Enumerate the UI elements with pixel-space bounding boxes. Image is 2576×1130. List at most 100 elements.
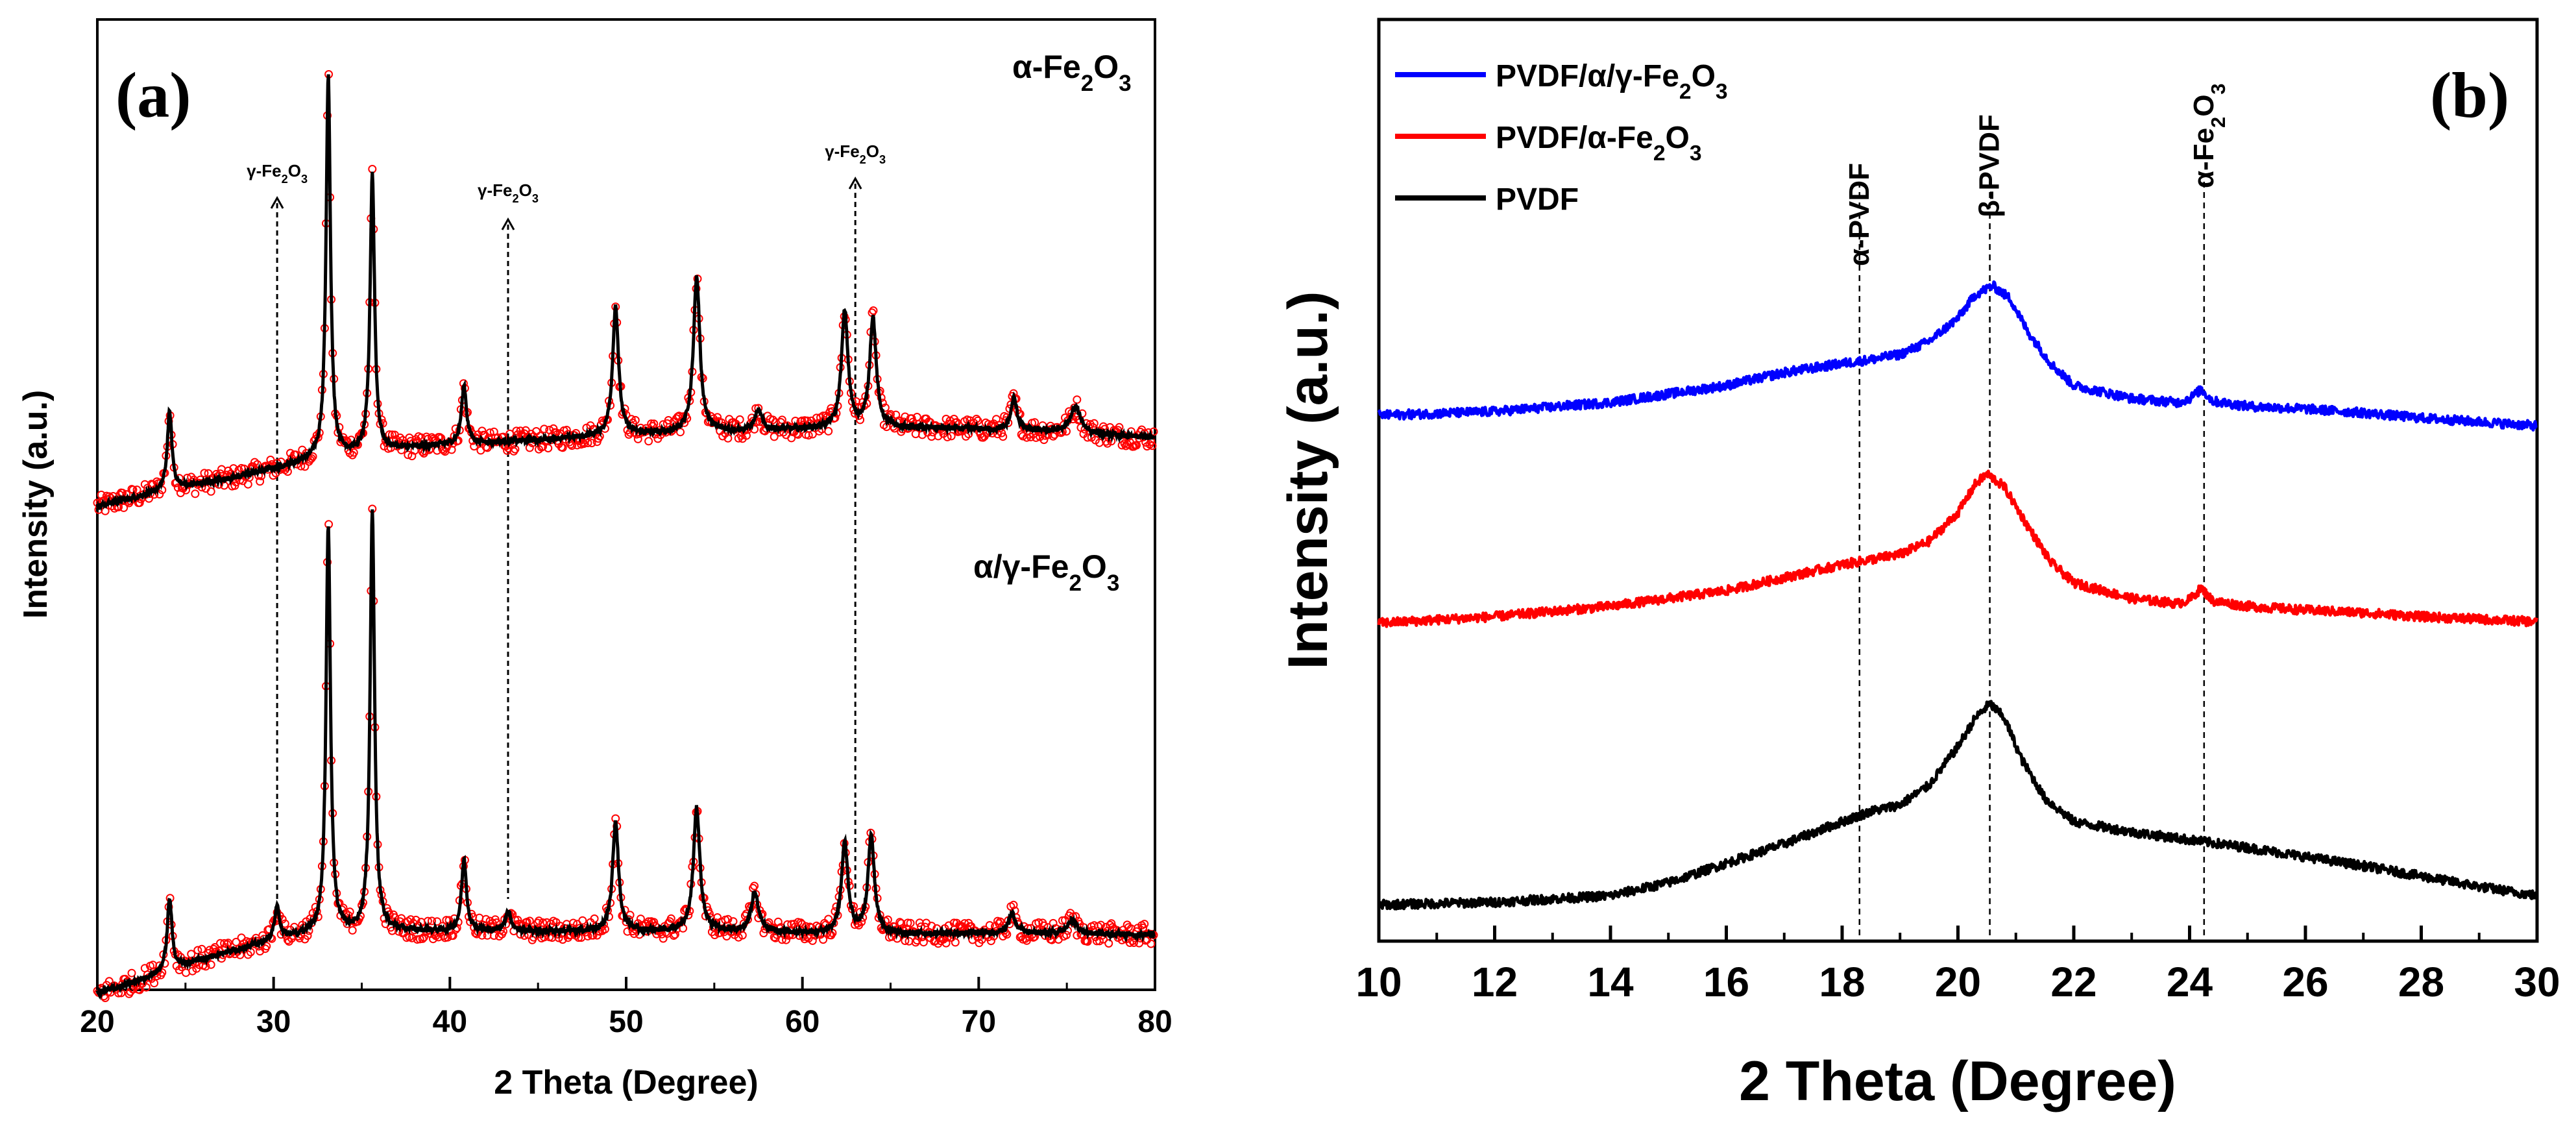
data-point bbox=[569, 918, 577, 927]
x-tick-label: 50 bbox=[609, 1005, 643, 1039]
data-point bbox=[1147, 939, 1156, 948]
data-point bbox=[303, 931, 312, 940]
data-point bbox=[191, 489, 200, 498]
data-point bbox=[489, 427, 498, 436]
data-point bbox=[444, 916, 454, 925]
fit-line bbox=[95, 509, 1156, 1001]
data-point bbox=[770, 432, 779, 441]
data-point bbox=[856, 415, 865, 424]
panel-a-annotations: γ-Fe2O3 γ-Fe2O3 γ-Fe2O3 bbox=[247, 141, 886, 899]
panel-b-label: (b) bbox=[2430, 59, 2509, 131]
panel-a-series-alpha bbox=[93, 70, 1158, 515]
panel-b-chart: α-PVDF β-PVDF α-Fe2O3 10 12 14 16 18 20 22 24 26 28… bbox=[1277, 18, 2560, 1112]
data-point bbox=[1002, 930, 1012, 939]
data-point bbox=[742, 431, 751, 440]
series-line-pvdf bbox=[1377, 700, 2538, 911]
x-tick-label: 10 bbox=[1355, 959, 1402, 1005]
data-point bbox=[158, 968, 167, 977]
data-point bbox=[1148, 441, 1157, 450]
x-tick-label: 24 bbox=[2167, 959, 2213, 1005]
data-point bbox=[919, 938, 928, 947]
data-point bbox=[442, 916, 451, 925]
data-point bbox=[644, 437, 653, 446]
data-point bbox=[511, 445, 520, 454]
data-point bbox=[470, 442, 479, 451]
data-point bbox=[869, 306, 878, 315]
panel-b-series bbox=[1377, 280, 2538, 911]
data-point bbox=[962, 432, 971, 441]
annotation-arrow bbox=[270, 195, 284, 209]
x-tick-label: 30 bbox=[256, 1005, 291, 1039]
x-tick-label: 22 bbox=[2050, 959, 2096, 1005]
data-point bbox=[283, 935, 292, 944]
data-point bbox=[1132, 441, 1141, 450]
series-line-pvdf-alpha-gamma bbox=[1377, 280, 2538, 432]
reference-line-label: β-PVDF bbox=[1974, 114, 2006, 217]
data-point bbox=[723, 434, 733, 443]
data-point bbox=[1073, 931, 1082, 940]
annotation-label: γ-Fe2O3 bbox=[825, 141, 886, 166]
panel-a-label: (a) bbox=[115, 59, 191, 131]
data-point bbox=[650, 918, 659, 927]
data-point bbox=[883, 915, 892, 924]
data-point bbox=[723, 915, 733, 924]
data-point bbox=[217, 465, 226, 474]
data-point bbox=[587, 439, 596, 448]
data-point bbox=[973, 416, 982, 425]
data-point bbox=[127, 968, 136, 977]
x-tick-label: 26 bbox=[2282, 959, 2328, 1005]
observed-points bbox=[93, 70, 1158, 515]
data-point bbox=[996, 917, 1005, 926]
data-point bbox=[283, 467, 292, 476]
data-point bbox=[713, 413, 722, 422]
data-point bbox=[951, 938, 960, 947]
data-point bbox=[150, 979, 159, 988]
data-point bbox=[193, 946, 202, 955]
data-point bbox=[1104, 939, 1113, 948]
series-label-alpha: α-Fe2O3 bbox=[1012, 49, 1132, 96]
data-point bbox=[1097, 920, 1105, 929]
reference-line-label: α-Fe2O3 bbox=[2188, 83, 2230, 188]
x-tick-label: 80 bbox=[1137, 1005, 1172, 1039]
panel-a-series-alpha-gamma bbox=[93, 504, 1158, 1002]
data-point bbox=[197, 944, 206, 953]
data-point bbox=[711, 931, 719, 939]
panel-b-plot-frame bbox=[1377, 18, 2539, 943]
panel-b-x-axis-label: 2 Theta (Degree) bbox=[1739, 1050, 2176, 1112]
data-point bbox=[101, 506, 110, 515]
data-point bbox=[478, 426, 487, 436]
data-point bbox=[568, 441, 576, 450]
data-point bbox=[1089, 419, 1099, 428]
data-point bbox=[348, 926, 357, 935]
data-point bbox=[269, 471, 278, 480]
data-point bbox=[209, 944, 218, 953]
data-point bbox=[404, 450, 413, 460]
data-point bbox=[224, 939, 233, 948]
data-point bbox=[804, 431, 813, 440]
data-point bbox=[308, 452, 317, 461]
data-point bbox=[947, 432, 956, 441]
data-point bbox=[590, 914, 599, 923]
data-point bbox=[396, 433, 405, 442]
data-point bbox=[535, 916, 543, 926]
panel-a-series-labels: α-Fe2O3 α/γ-Fe2O3 bbox=[973, 49, 1132, 596]
data-point bbox=[141, 983, 151, 992]
data-point bbox=[155, 490, 164, 498]
panel-b-legend: PVDF/α/γ-Fe2O3 PVDF/α-Fe2O3 PVDF bbox=[1395, 59, 1728, 217]
data-point bbox=[633, 434, 642, 443]
data-point bbox=[349, 448, 358, 457]
data-point bbox=[1129, 939, 1138, 947]
panel-a-series bbox=[93, 70, 1158, 1002]
annotation-arrow bbox=[848, 176, 862, 190]
data-point bbox=[418, 934, 427, 943]
data-point bbox=[1115, 423, 1124, 432]
data-point bbox=[986, 937, 995, 946]
data-point bbox=[759, 929, 768, 938]
data-point bbox=[750, 881, 759, 890]
legend-label: PVDF/α-Fe2O3 bbox=[1496, 121, 1702, 166]
reference-line-label: α-PVDF bbox=[1843, 163, 1875, 266]
data-point bbox=[735, 415, 744, 424]
data-point bbox=[676, 428, 685, 437]
data-point bbox=[738, 931, 747, 940]
data-point bbox=[433, 917, 442, 926]
